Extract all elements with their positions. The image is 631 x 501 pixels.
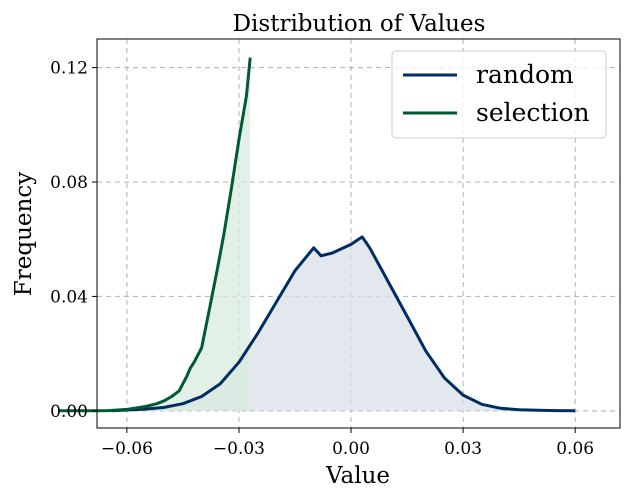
y-ticks: 0.00 0.04 0.08 0.12 bbox=[50, 59, 97, 422]
legend-box bbox=[391, 50, 607, 139]
series-area-selection bbox=[59, 57, 251, 411]
series-line-selection bbox=[59, 57, 252, 413]
x-tick-label: 0.00 bbox=[332, 439, 370, 459]
plot-frame bbox=[96, 38, 621, 429]
chart-title: Distribution of Values bbox=[233, 11, 486, 37]
x-tick-label: −0.06 bbox=[101, 439, 153, 459]
y-tick-label: 0.00 bbox=[50, 402, 88, 422]
x-tick-label: 0.06 bbox=[556, 439, 594, 459]
y-axis-label: Frequency bbox=[11, 172, 37, 296]
series-fills bbox=[59, 57, 576, 411]
x-tick-label: 0.03 bbox=[444, 439, 482, 459]
series-area-random bbox=[111, 236, 576, 411]
legend-label-random: random bbox=[476, 60, 574, 89]
series-line-random bbox=[111, 235, 576, 413]
series-lines bbox=[59, 57, 576, 413]
y-tick-label: 0.08 bbox=[50, 173, 88, 193]
x-axis-label: Value bbox=[325, 463, 390, 489]
legend: random selection bbox=[391, 50, 607, 139]
x-tick-label: −0.03 bbox=[213, 439, 265, 459]
y-tick-label: 0.04 bbox=[50, 287, 88, 307]
y-tick-label: 0.12 bbox=[50, 59, 88, 79]
x-ticks: −0.06 −0.03 0.00 0.03 0.06 bbox=[101, 428, 594, 459]
legend-label-selection: selection bbox=[476, 98, 590, 127]
